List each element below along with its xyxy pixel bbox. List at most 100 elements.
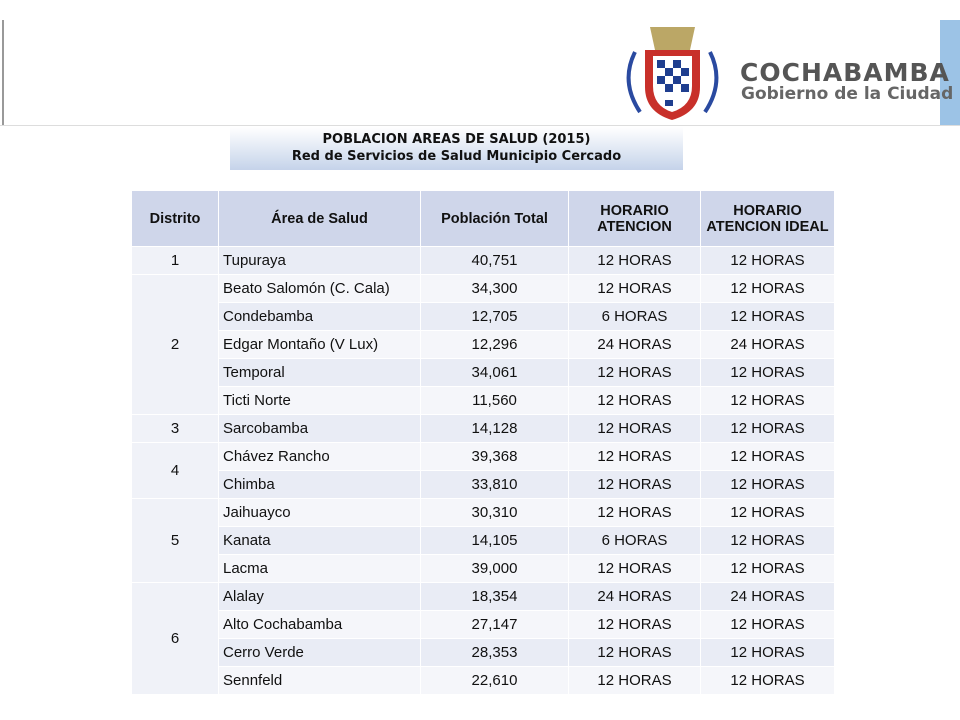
cell: 12 HORAS (700, 610, 835, 639)
cell: Cerro Verde (218, 638, 421, 667)
row: Kanata 14,105 6 HORAS 12 HORAS (132, 526, 835, 555)
cell: 12 HORAS (568, 274, 701, 303)
cell: Sennfeld (218, 666, 421, 695)
district-cell: 1 (131, 246, 219, 275)
cell: 12 HORAS (568, 638, 701, 667)
cell: 22,610 (420, 666, 569, 695)
row: Alto Cochabamba 27,147 12 HORAS 12 HORAS (132, 610, 835, 639)
cell: Condebamba (218, 302, 421, 331)
district-cell: 6 (131, 582, 219, 695)
cell: 12 HORAS (700, 274, 835, 303)
cell: 12 HORAS (700, 498, 835, 527)
title: POBLACION AREAS DE SALUD (2015) (322, 132, 591, 147)
cell: 12 HORAS (700, 246, 835, 275)
header-row: Distrito Área de Salud Población Total HORA… (131, 190, 835, 247)
cell: Edgar Montaño (V Lux) (218, 330, 421, 359)
cell: 30,310 (420, 498, 569, 527)
cell: 12 HORAS (700, 358, 835, 387)
cell: 6 HORAS (568, 526, 701, 555)
divider (0, 125, 960, 126)
cell: 14,105 (420, 526, 569, 555)
subtitle: Red de Servicios de Salud Municipio Cerc… (291, 149, 622, 164)
column-header: Área de Salud (218, 190, 421, 247)
cell: 12,296 (420, 330, 569, 359)
cell: 12 HORAS (700, 554, 835, 583)
cell: 11,560 (420, 386, 569, 415)
cell: 12 HORAS (568, 554, 701, 583)
cell: 12 HORAS (568, 246, 701, 275)
cell: 39,368 (420, 442, 569, 471)
cell: 12 HORAS (568, 666, 701, 695)
row: Lacma 39,000 12 HORAS 12 HORAS (132, 554, 835, 583)
cell: 12 HORAS (700, 442, 835, 471)
cell: 24 HORAS (700, 330, 835, 359)
cell: Sarcobamba (218, 414, 421, 443)
cell: 12 HORAS (568, 498, 701, 527)
cell: 12 HORAS (568, 358, 701, 387)
cell: Tupuraya (218, 246, 421, 275)
logo (626, 27, 719, 120)
cell: 14,128 (420, 414, 569, 443)
cell: 12 HORAS (568, 386, 701, 415)
column-header: Población Total (420, 190, 569, 247)
cell: Alto Cochabamba (218, 610, 421, 639)
cell: Kanata (218, 526, 421, 555)
cell: 34,300 (420, 274, 569, 303)
column-header: HORARIO ATENCION IDEAL (700, 190, 835, 247)
cell: Beato Salomón (C. Cala) (218, 274, 421, 303)
cell: Jaihuayco (218, 498, 421, 527)
cell: 12 HORAS (700, 638, 835, 667)
column-header: HORARIO ATENCION (568, 190, 701, 247)
cell: 12,705 (420, 302, 569, 331)
row: Edgar Montaño (V Lux) 12,296 24 HORAS 24 HO… (132, 330, 835, 359)
cell: 24 HORAS (700, 582, 835, 611)
district-cell: 5 (131, 498, 219, 583)
cell: 40,751 (420, 246, 569, 275)
cell: Ticti Norte (218, 386, 421, 415)
cell: 33,810 (420, 470, 569, 499)
cell: 12 HORAS (568, 610, 701, 639)
district-cell: 2 (131, 274, 219, 415)
cell: Alalay (218, 582, 421, 611)
cell: 12 HORAS (700, 470, 835, 499)
row: 1 Tupuraya 40,751 12 HORAS 12 HORAS (131, 246, 835, 275)
cell: 12 HORAS (700, 414, 835, 443)
cell: 6 HORAS (568, 302, 701, 331)
cell: 12 HORAS (700, 302, 835, 331)
cell: 34,061 (420, 358, 569, 387)
row: 3 Sarcobamba 14,128 12 HORAS 12 HORAS (131, 414, 835, 443)
cell: 28,353 (420, 638, 569, 667)
cell: 24 HORAS (568, 330, 701, 359)
cell: Temporal (218, 358, 421, 387)
district-cell: 4 (131, 442, 219, 499)
cell: Lacma (218, 554, 421, 583)
row: Temporal 34,061 12 HORAS 12 HORAS (132, 358, 835, 387)
cell: Chimba (218, 470, 421, 499)
cell: 12 HORAS (700, 526, 835, 555)
row: Cerro Verde 28,353 12 HORAS 12 HORAS (132, 638, 835, 667)
cell: 12 HORAS (700, 666, 835, 695)
cell: 12 HORAS (568, 470, 701, 499)
row: 5 Jaihuayco 30,310 12 HORAS 12 HORAS (131, 498, 835, 583)
brand: COCHABAMBA (740, 58, 950, 87)
cell: 27,147 (420, 610, 569, 639)
cell: 12 HORAS (568, 442, 701, 471)
row: 4 Chávez Rancho 39,368 12 HORAS 12 HORAS (131, 442, 835, 499)
divider (2, 20, 4, 125)
row: Condebamba 12,705 6 HORAS 12 HORAS (132, 302, 835, 331)
cell: Chávez Rancho (218, 442, 421, 471)
cell: 24 HORAS (568, 582, 701, 611)
cell: 12 HORAS (568, 414, 701, 443)
row: 6 Alalay 18,354 24 HORAS 24 HORAS (131, 582, 835, 695)
cell: 12 HORAS (700, 386, 835, 415)
row: 2 Beato Salomón (C. Cala) 34,300 12 HORAS 12… (131, 274, 835, 415)
district-cell: 3 (131, 414, 219, 443)
title-box: POBLACION AREAS DE SALUD (2015) Red de S… (230, 127, 683, 170)
column-header: Distrito (131, 190, 219, 247)
subbrand: Gobierno de la Ciudad (741, 84, 954, 104)
cell: 18,354 (420, 582, 569, 611)
accent-bar (940, 20, 960, 125)
row: Ticti Norte 11,560 12 HORAS 12 HORAS (132, 386, 835, 415)
table: Distrito Área de Salud Población Total HORA… (131, 190, 835, 695)
